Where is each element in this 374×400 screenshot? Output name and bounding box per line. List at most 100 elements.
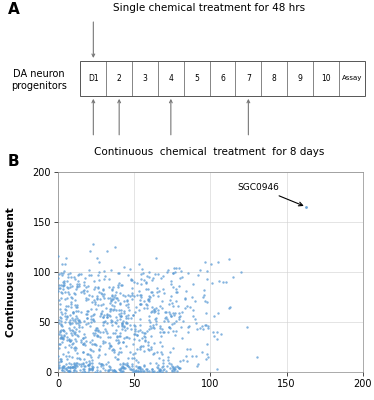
Point [85, 350, 91, 357]
Point [170, 309, 176, 316]
Point [96, 313, 102, 320]
Point [65, 325, 71, 331]
Point [108, 306, 114, 312]
Point [137, 316, 143, 322]
Point [132, 368, 138, 375]
Point [128, 277, 134, 284]
Point [65, 274, 71, 281]
Point [84, 314, 90, 321]
Point [145, 338, 151, 345]
Point [173, 298, 179, 304]
Point [183, 296, 188, 302]
Point [193, 353, 199, 359]
Point [130, 351, 136, 358]
Point [95, 326, 101, 333]
Point [106, 363, 112, 369]
Point [77, 367, 83, 374]
Point [165, 354, 171, 360]
Point [142, 338, 148, 344]
Point [74, 360, 80, 366]
Point [82, 342, 88, 348]
Point [56, 364, 62, 370]
Point [141, 348, 147, 354]
Point [104, 312, 110, 318]
Point [180, 357, 186, 363]
Point [220, 279, 226, 285]
Point [134, 346, 140, 352]
Point [56, 320, 62, 326]
Point [58, 358, 64, 364]
Point [89, 357, 95, 364]
Point [67, 364, 73, 370]
Point [144, 366, 150, 372]
Point [187, 304, 193, 310]
Point [117, 313, 123, 319]
Point [116, 365, 122, 372]
Point [87, 248, 93, 254]
Point [91, 278, 97, 284]
Point [209, 280, 215, 286]
Point [112, 330, 118, 336]
Point [88, 354, 94, 360]
Point [56, 358, 62, 365]
Point [73, 304, 79, 311]
Point [99, 328, 105, 335]
Point [119, 325, 125, 332]
Point [100, 300, 106, 307]
Point [123, 302, 129, 308]
Point [153, 318, 159, 324]
Point [65, 349, 71, 355]
Point [160, 357, 166, 363]
Point [184, 358, 190, 364]
Point [56, 364, 62, 371]
Point [151, 340, 157, 346]
Point [192, 316, 198, 322]
Point [61, 268, 67, 274]
Point [65, 303, 71, 309]
Point [214, 336, 220, 343]
Point [135, 359, 141, 365]
Point [68, 304, 74, 310]
Point [205, 354, 211, 360]
Point [72, 365, 78, 371]
Point [161, 290, 167, 296]
Point [101, 275, 107, 282]
Point [157, 366, 163, 373]
Point [157, 366, 163, 372]
Text: DA neuron
progenitors: DA neuron progenitors [11, 69, 67, 91]
Point [62, 318, 68, 325]
Point [107, 306, 113, 312]
Point [73, 326, 79, 332]
Point [61, 332, 67, 339]
Point [201, 292, 207, 298]
Bar [80, 61, 365, 96]
Point [210, 328, 216, 335]
Point [70, 364, 76, 371]
Point [170, 345, 176, 352]
Point [78, 271, 84, 277]
Point [254, 354, 260, 360]
Point [84, 315, 90, 321]
Point [90, 348, 96, 354]
Point [168, 361, 174, 367]
Point [96, 360, 102, 367]
Point [141, 362, 147, 368]
Point [91, 340, 97, 347]
Point [145, 286, 151, 292]
Point [303, 204, 309, 210]
Point [156, 354, 162, 361]
Point [109, 296, 115, 303]
Point [125, 355, 131, 362]
Point [74, 281, 80, 288]
Point [58, 314, 64, 321]
Point [113, 327, 119, 333]
Point [63, 316, 69, 323]
Point [168, 364, 174, 371]
Point [166, 308, 172, 315]
Point [113, 319, 119, 326]
Point [157, 323, 163, 330]
Point [95, 346, 101, 352]
Point [102, 318, 108, 324]
Point [137, 327, 143, 334]
Point [115, 270, 121, 276]
